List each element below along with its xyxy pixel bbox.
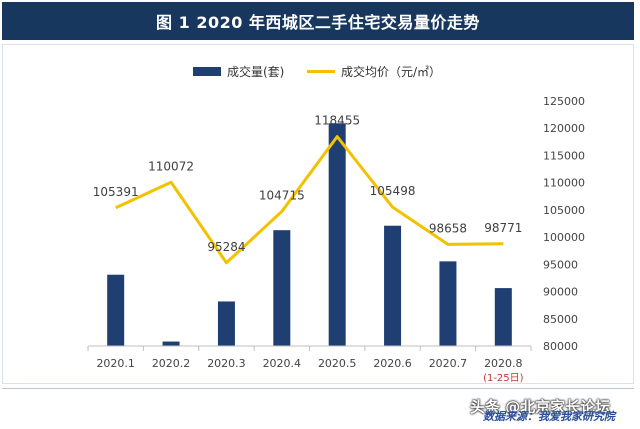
y-tick-label: 110000 [543,177,585,190]
y-tick-label: 80000 [543,340,578,353]
footer-divider [2,388,634,389]
legend-label-price: 成交均价（元/㎡） [341,64,441,79]
bar [328,123,346,346]
x-tick-label: 2020.6 [373,357,412,370]
price-line [115,135,504,265]
data-label: 95284 [207,240,245,254]
chart-title: 图 1 2020 年西城区二手住宅交易量价走势 [2,2,634,40]
data-label: 105391 [93,185,139,199]
bar [439,261,457,346]
data-label: 110072 [148,159,194,173]
bar [273,230,291,346]
x-tick-label: 2020.1 [96,357,135,370]
bar [217,301,235,346]
x-axis [87,345,532,351]
x-tick-note: (1-25日) [483,373,524,383]
data-label: 98771 [484,221,522,235]
x-tick-label: 2020.5 [318,357,357,370]
y-tick-label: 90000 [543,286,578,299]
bar [162,341,180,346]
legend-label-volume: 成交量(套) [227,64,284,79]
y-tick-label: 100000 [543,231,585,244]
line-data-labels: 105391 110072 95284 104715 118455 105498 98658… [93,114,523,254]
legend-swatch-volume [193,67,221,76]
data-label: 105498 [370,184,416,198]
x-tick-label: 2020.3 [207,357,246,370]
data-label: 104715 [259,188,305,202]
y-tick-label: 120000 [543,122,585,135]
data-label: 98658 [429,221,467,235]
y-tick-label: 85000 [543,313,578,326]
x-tick-label: 2020.8 [484,357,523,370]
x-tick-label: 2020.4 [263,357,302,370]
x-tick-label: 2020.7 [429,357,468,370]
x-tick-label: 2020.2 [152,357,191,370]
chart-svg: 成交量(套) 成交均价（元/㎡） 80000 85000 90000 95000 1000… [87,64,585,384]
bar [384,225,402,346]
right-axis-ticks: 80000 85000 90000 95000 100000 105000 110000 11… [543,95,585,353]
watermark: 头条 @北京家长论坛 [470,398,611,416]
y-tick-label: 95000 [543,258,578,271]
y-tick-label: 105000 [543,204,585,217]
line-series [115,135,504,265]
x-axis-ticks: 2020.1 2020.2 2020.3 2020.4 2020.5 2020.6 2020… [96,357,524,384]
data-label: 118455 [314,114,360,128]
y-tick-label: 115000 [543,149,585,162]
y-tick-label: 125000 [543,95,585,108]
bar [107,274,125,346]
bar-series [107,123,512,346]
chart-area: 成交量(套) 成交均价（元/㎡） 80000 85000 90000 95000 1000… [2,44,634,384]
data-source: 数据来源：我爱我家研究院 [483,410,615,423]
legend: 成交量(套) 成交均价（元/㎡） [193,64,441,79]
bar [494,288,512,346]
